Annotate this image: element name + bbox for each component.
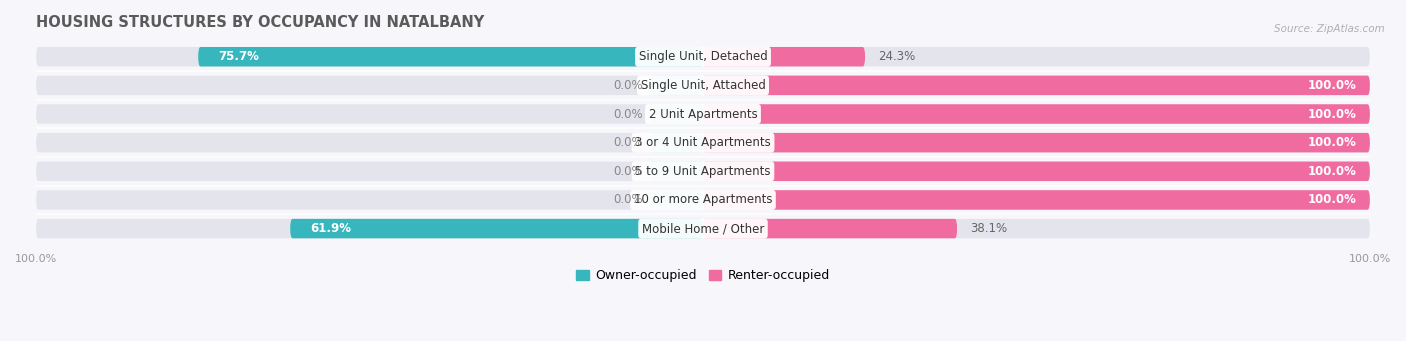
Text: 0.0%: 0.0%	[613, 136, 643, 149]
FancyBboxPatch shape	[37, 47, 1369, 66]
Text: 0.0%: 0.0%	[613, 193, 643, 206]
FancyBboxPatch shape	[37, 76, 1369, 95]
FancyBboxPatch shape	[37, 190, 1369, 210]
FancyBboxPatch shape	[37, 104, 1369, 124]
Text: 100.0%: 100.0%	[1308, 79, 1357, 92]
Text: Mobile Home / Other: Mobile Home / Other	[641, 222, 765, 235]
FancyBboxPatch shape	[650, 133, 703, 152]
FancyBboxPatch shape	[37, 133, 1369, 152]
Text: 100.0%: 100.0%	[1308, 136, 1357, 149]
FancyBboxPatch shape	[703, 162, 1369, 181]
Text: 75.7%: 75.7%	[218, 50, 259, 63]
Text: Source: ZipAtlas.com: Source: ZipAtlas.com	[1274, 24, 1385, 34]
FancyBboxPatch shape	[703, 47, 865, 66]
Text: 38.1%: 38.1%	[970, 222, 1008, 235]
FancyBboxPatch shape	[650, 190, 703, 210]
FancyBboxPatch shape	[290, 219, 703, 238]
FancyBboxPatch shape	[650, 162, 703, 181]
Text: 100.0%: 100.0%	[1308, 107, 1357, 120]
Text: 5 to 9 Unit Apartments: 5 to 9 Unit Apartments	[636, 165, 770, 178]
FancyBboxPatch shape	[650, 104, 703, 124]
Text: 0.0%: 0.0%	[613, 165, 643, 178]
FancyBboxPatch shape	[198, 47, 703, 66]
FancyBboxPatch shape	[703, 133, 1369, 152]
Text: Single Unit, Detached: Single Unit, Detached	[638, 50, 768, 63]
FancyBboxPatch shape	[37, 162, 1369, 181]
Text: 61.9%: 61.9%	[311, 222, 352, 235]
FancyBboxPatch shape	[703, 76, 1369, 95]
Text: 0.0%: 0.0%	[613, 107, 643, 120]
Text: 100.0%: 100.0%	[1308, 193, 1357, 206]
Text: 0.0%: 0.0%	[613, 79, 643, 92]
Text: 24.3%: 24.3%	[879, 50, 915, 63]
Text: 100.0%: 100.0%	[1308, 165, 1357, 178]
Text: 10 or more Apartments: 10 or more Apartments	[634, 193, 772, 206]
FancyBboxPatch shape	[650, 76, 703, 95]
FancyBboxPatch shape	[37, 219, 1369, 238]
Legend: Owner-occupied, Renter-occupied: Owner-occupied, Renter-occupied	[571, 264, 835, 287]
Text: 2 Unit Apartments: 2 Unit Apartments	[648, 107, 758, 120]
FancyBboxPatch shape	[703, 219, 957, 238]
Text: Single Unit, Attached: Single Unit, Attached	[641, 79, 765, 92]
FancyBboxPatch shape	[703, 104, 1369, 124]
Text: 3 or 4 Unit Apartments: 3 or 4 Unit Apartments	[636, 136, 770, 149]
Text: HOUSING STRUCTURES BY OCCUPANCY IN NATALBANY: HOUSING STRUCTURES BY OCCUPANCY IN NATAL…	[37, 15, 485, 30]
FancyBboxPatch shape	[703, 190, 1369, 210]
